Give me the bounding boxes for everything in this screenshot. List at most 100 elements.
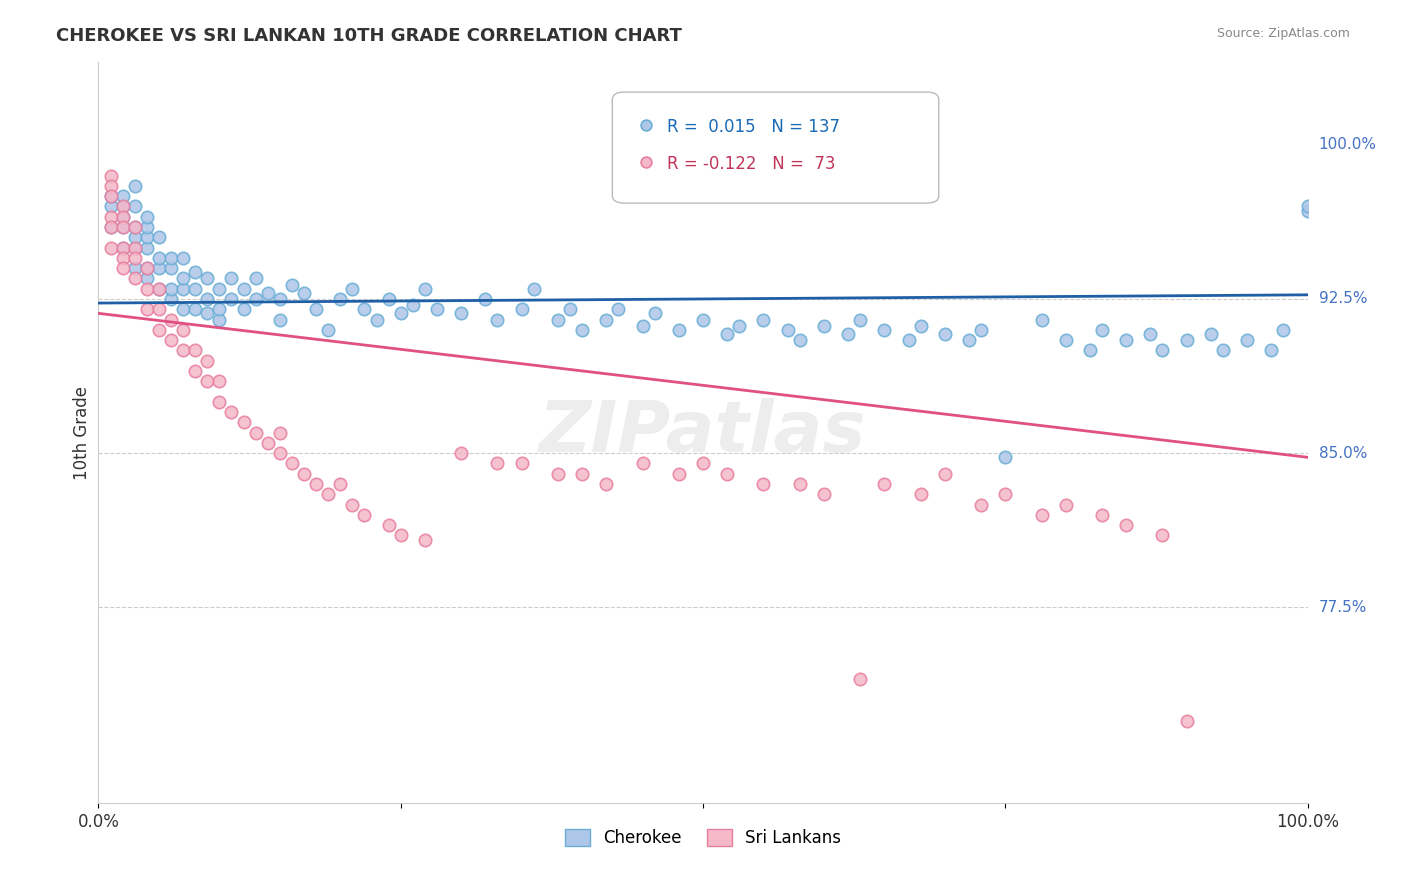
Point [208, 374, 231, 388]
Point [342, 282, 364, 296]
Point [232, 302, 254, 317]
Point [329, 477, 352, 491]
Point [636, 312, 658, 326]
Point [910, 318, 932, 333]
Point [184, 364, 207, 378]
Point [148, 282, 170, 296]
Point [124, 219, 146, 234]
Point [353, 302, 375, 317]
Point [1031, 508, 1053, 522]
Point [111, 241, 134, 255]
Point [994, 487, 1017, 501]
Point [184, 282, 207, 296]
Point [716, 467, 738, 481]
Point [353, 508, 375, 522]
Point [692, 312, 714, 326]
Point [510, 302, 533, 317]
Point [148, 302, 170, 317]
Point [135, 219, 157, 234]
Point [195, 306, 218, 320]
Point [124, 219, 146, 234]
Point [813, 318, 835, 333]
Point [100, 210, 122, 224]
Point [994, 450, 1017, 465]
Point [558, 302, 581, 317]
Point [195, 292, 218, 306]
Point [111, 219, 134, 234]
Point [208, 282, 231, 296]
Point [910, 487, 932, 501]
Point [873, 477, 896, 491]
Point [970, 323, 993, 337]
Point [450, 306, 472, 320]
Point [849, 312, 872, 326]
Point [269, 312, 291, 326]
Point [329, 292, 352, 306]
Point [184, 302, 207, 317]
Point [135, 302, 157, 317]
Point [100, 189, 122, 203]
Point [631, 318, 654, 333]
Point [221, 405, 243, 419]
Y-axis label: 10th Grade: 10th Grade [73, 385, 91, 480]
Point [148, 251, 170, 265]
Point [450, 446, 472, 460]
Point [1296, 203, 1319, 218]
Text: R = -0.122   N =  73: R = -0.122 N = 73 [666, 155, 835, 173]
Point [413, 533, 436, 547]
Point [124, 251, 146, 265]
Point [172, 271, 194, 285]
Point [135, 282, 157, 296]
Point [595, 477, 617, 491]
Point [135, 210, 157, 224]
Point [389, 528, 412, 542]
Point [1091, 323, 1114, 337]
Point [195, 353, 218, 368]
Text: Source: ZipAtlas.com: Source: ZipAtlas.com [1216, 27, 1350, 40]
Text: 100.0%: 100.0% [1319, 137, 1376, 153]
Point [752, 477, 775, 491]
Point [1272, 323, 1295, 337]
Point [728, 318, 751, 333]
Point [1031, 312, 1053, 326]
Point [256, 285, 278, 300]
Point [208, 394, 231, 409]
Point [547, 312, 569, 326]
Point [135, 261, 157, 276]
Point [849, 673, 872, 687]
Text: 85.0%: 85.0% [1319, 446, 1367, 460]
Point [547, 467, 569, 481]
Point [221, 271, 243, 285]
Point [124, 241, 146, 255]
Point [111, 251, 134, 265]
Point [1152, 343, 1174, 358]
Point [135, 230, 157, 244]
Point [245, 271, 267, 285]
Point [111, 189, 134, 203]
Point [208, 312, 231, 326]
Point [668, 467, 690, 481]
Point [523, 282, 546, 296]
Point [124, 271, 146, 285]
Point [172, 251, 194, 265]
Point [474, 292, 496, 306]
Point [100, 199, 122, 213]
Point [111, 199, 134, 213]
Point [342, 498, 364, 512]
Point [873, 323, 896, 337]
Point [269, 292, 291, 306]
Point [607, 302, 630, 317]
Point [135, 261, 157, 276]
Point [1199, 326, 1222, 341]
Point [232, 415, 254, 429]
Point [716, 326, 738, 341]
Point [172, 343, 194, 358]
Point [232, 282, 254, 296]
Legend: Cherokee, Sri Lankans: Cherokee, Sri Lankans [558, 822, 848, 854]
Point [184, 265, 207, 279]
FancyBboxPatch shape [613, 92, 939, 203]
Point [366, 312, 388, 326]
Point [752, 312, 775, 326]
Point [776, 323, 799, 337]
Text: ZIPatlas: ZIPatlas [540, 398, 866, 467]
